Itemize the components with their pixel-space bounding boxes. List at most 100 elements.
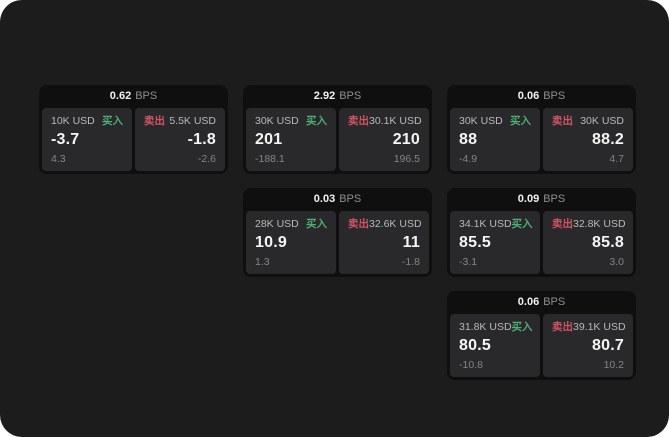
sell-amount: 5.5K USD — [169, 115, 216, 127]
buy-price-tile[interactable]: 34.1K USD 买入 85.5 -3.1 — [450, 211, 540, 274]
price-panels: 10K USD 买入 -3.7 4.3 卖出 5.5K USD -1.8 -2.… — [39, 108, 228, 174]
buy-amount: 30K USD — [255, 115, 299, 127]
quote-card-2: 2.92 BPS 30K USD 买入 201 -188.1 卖出 30.1K … — [243, 85, 432, 174]
sell-price-tile[interactable]: 卖出 32.8K USD 85.8 3.0 — [543, 211, 633, 274]
price-panels: 34.1K USD 买入 85.5 -3.1 卖出 32.8K USD 85.8… — [447, 211, 636, 277]
sell-price-tile[interactable]: 卖出 39.1K USD 80.7 10.2 — [543, 314, 633, 377]
sell-tile-header: 卖出 32.6K USD — [348, 218, 422, 230]
bps-unit-label: BPS — [339, 90, 362, 102]
bps-value: 0.03 — [313, 193, 336, 205]
buy-side-label: 买入 — [306, 115, 327, 127]
bps-unit-label: BPS — [543, 296, 566, 308]
bps-value: 0.09 — [517, 193, 540, 205]
buy-price: 201 — [255, 131, 283, 148]
buy-side-label: 买入 — [510, 115, 531, 127]
buy-side-label: 买入 — [102, 115, 123, 127]
price-panels: 30K USD 买入 88 -4.9 卖出 30K USD 88.2 4.7 — [447, 108, 636, 174]
buy-price-tile[interactable]: 30K USD 买入 88 -4.9 — [450, 108, 540, 171]
sell-tile-header: 卖出 32.8K USD — [552, 218, 626, 230]
sell-price-tile[interactable]: 卖出 32.6K USD 11 -1.8 — [339, 211, 429, 274]
sell-tile-header: 卖出 30.1K USD — [348, 115, 422, 127]
buy-amount: 34.1K USD — [459, 218, 512, 230]
bps-unit-label: BPS — [543, 193, 566, 205]
price-panels: 28K USD 买入 10.9 1.3 卖出 32.6K USD 11 -1.8 — [243, 211, 432, 277]
buy-secondary-value: -3.1 — [459, 255, 478, 268]
sell-price: 85.8 — [592, 234, 624, 251]
buy-secondary-value: 4.3 — [51, 152, 66, 165]
buy-side-label: 买入 — [511, 218, 533, 230]
buy-tile-header: 28K USD 买入 — [255, 219, 327, 230]
sell-secondary-value: -1.8 — [401, 255, 420, 268]
buy-secondary-value: -10.8 — [459, 358, 483, 371]
bps-unit-label: BPS — [135, 90, 158, 102]
sell-tile-header: 卖出 30K USD — [552, 116, 624, 127]
sell-secondary-value: 3.0 — [609, 255, 624, 268]
quote-card-1: 0.62 BPS 10K USD 买入 -3.7 4.3 卖出 5.5K USD — [39, 85, 228, 174]
bps-header: 0.62 BPS — [39, 85, 228, 108]
buy-tile-header: 30K USD 买入 — [459, 116, 531, 127]
buy-amount: 28K USD — [255, 218, 299, 230]
sell-side-label: 卖出 — [144, 115, 165, 127]
buy-price-tile[interactable]: 10K USD 买入 -3.7 4.3 — [42, 108, 132, 171]
buy-price-tile[interactable]: 31.8K USD 买入 80.5 -10.8 — [450, 314, 540, 377]
bps-header: 0.03 BPS — [243, 188, 432, 211]
price-panels: 30K USD 买入 201 -188.1 卖出 30.1K USD 210 1… — [243, 108, 432, 174]
buy-secondary-value: 1.3 — [255, 255, 270, 268]
quote-card-6: 0.06 BPS 31.8K USD 买入 80.5 -10.8 卖出 39.1… — [447, 291, 636, 380]
sell-amount: 32.8K USD — [573, 218, 626, 230]
quote-card-5: 0.09 BPS 34.1K USD 买入 85.5 -3.1 卖出 32.8K… — [447, 188, 636, 277]
sell-tile-header: 卖出 39.1K USD — [552, 321, 626, 333]
sell-secondary-value: 196.5 — [393, 152, 420, 165]
sell-side-label: 卖出 — [552, 115, 573, 127]
sell-secondary-value: -2.6 — [197, 152, 216, 165]
buy-secondary-value: -188.1 — [255, 152, 285, 165]
buy-tile-header: 30K USD 买入 — [255, 116, 327, 127]
sell-side-label: 卖出 — [348, 115, 369, 127]
buy-amount: 31.8K USD — [459, 321, 512, 333]
buy-tile-header: 31.8K USD 买入 — [459, 321, 533, 333]
bps-value: 0.06 — [517, 90, 540, 102]
price-panels: 31.8K USD 买入 80.5 -10.8 卖出 39.1K USD 80.… — [447, 314, 636, 380]
buy-price: 10.9 — [255, 234, 287, 251]
bps-unit-label: BPS — [543, 90, 566, 102]
buy-price-tile[interactable]: 30K USD 买入 201 -188.1 — [246, 108, 336, 171]
bps-header: 0.09 BPS — [447, 188, 636, 211]
buy-price: -3.7 — [51, 131, 80, 148]
bps-value: 2.92 — [313, 90, 336, 102]
bps-header: 0.06 BPS — [447, 85, 636, 108]
sell-price: 11 — [402, 234, 420, 251]
sell-price: 80.7 — [592, 337, 624, 354]
buy-secondary-value: -4.9 — [459, 152, 478, 165]
buy-tile-header: 34.1K USD 买入 — [459, 218, 533, 230]
bps-header: 0.06 BPS — [447, 291, 636, 314]
bps-value: 0.62 — [109, 90, 132, 102]
bps-header: 2.92 BPS — [243, 85, 432, 108]
sell-tile-header: 卖出 5.5K USD — [144, 116, 216, 127]
sell-price: 88.2 — [592, 131, 624, 148]
buy-price: 88 — [459, 131, 478, 148]
buy-price: 80.5 — [459, 337, 491, 354]
sell-amount: 30K USD — [580, 115, 624, 127]
sell-price-tile[interactable]: 卖出 30K USD 88.2 4.7 — [543, 108, 633, 171]
sell-amount: 39.1K USD — [573, 321, 626, 333]
sell-side-label: 卖出 — [348, 218, 369, 230]
buy-price: 85.5 — [459, 234, 491, 251]
quote-card-3: 0.06 BPS 30K USD 买入 88 -4.9 卖出 30K USD — [447, 85, 636, 174]
sell-price: 210 — [392, 131, 420, 148]
buy-side-label: 买入 — [306, 218, 327, 230]
quote-card-grid: 0.62 BPS 10K USD 买入 -3.7 4.3 卖出 5.5K USD — [39, 85, 636, 380]
buy-amount: 30K USD — [459, 115, 503, 127]
buy-price-tile[interactable]: 28K USD 买入 10.9 1.3 — [246, 211, 336, 274]
sell-side-label: 卖出 — [552, 321, 573, 333]
sell-price-tile[interactable]: 卖出 30.1K USD 210 196.5 — [339, 108, 429, 171]
sell-amount: 30.1K USD — [369, 115, 422, 127]
sell-side-label: 卖出 — [552, 218, 573, 230]
sell-secondary-value: 10.2 — [603, 358, 624, 371]
sell-amount: 32.6K USD — [369, 218, 422, 230]
bps-unit-label: BPS — [339, 193, 362, 205]
buy-amount: 10K USD — [51, 115, 95, 127]
sell-price: -1.8 — [187, 131, 216, 148]
buy-side-label: 买入 — [511, 321, 533, 333]
sell-price-tile[interactable]: 卖出 5.5K USD -1.8 -2.6 — [135, 108, 225, 171]
